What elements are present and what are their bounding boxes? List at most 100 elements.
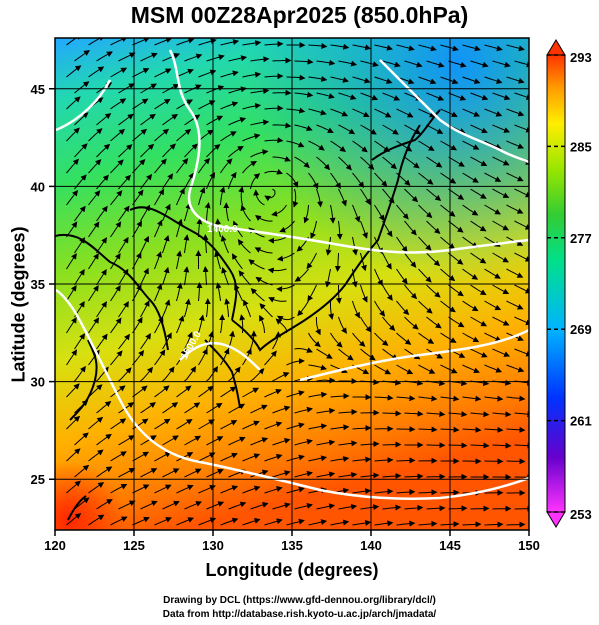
wind-streamline-arrow — [264, 421, 283, 430]
wind-streamline-arrow — [154, 517, 172, 526]
wind-streamline-arrow — [206, 436, 224, 446]
wind-streamline-arrow — [294, 438, 313, 446]
wind-streamline-arrow — [110, 221, 122, 238]
wind-streamline-arrow — [418, 236, 432, 251]
wind-streamline-arrow — [176, 68, 194, 78]
wind-streamline-arrow — [448, 442, 468, 449]
y-axis-ticks: 25 30 35 40 45 — [31, 82, 55, 487]
wind-streamline-arrow — [272, 331, 282, 350]
wind-streamline-arrow — [492, 348, 511, 357]
wind-streamline-arrow — [154, 385, 170, 398]
wind-streamline-arrow — [440, 140, 458, 151]
wind-streamline-arrow — [198, 186, 206, 206]
wind-streamline-arrow — [294, 502, 313, 510]
wind-streamline-arrow — [308, 43, 328, 49]
wind-streamline-arrow — [338, 503, 358, 510]
wind-streamline-arrow — [374, 488, 394, 495]
wind-streamline-arrow — [110, 451, 127, 462]
wind-streamline-arrow — [66, 383, 80, 398]
wind-streamline-arrow — [316, 124, 334, 133]
wind-streamline-arrow — [330, 108, 349, 117]
wind-streamline-arrow — [202, 266, 209, 286]
wind-streamline-arrow — [248, 259, 265, 270]
wind-streamline-arrow — [242, 40, 262, 47]
wind-streamline-arrow — [110, 385, 126, 398]
wind-streamline-arrow — [66, 127, 80, 142]
wind-streamline-arrow — [374, 300, 386, 317]
wind-streamline-arrow — [470, 156, 488, 166]
wind-streamline-arrow — [88, 159, 102, 174]
wind-streamline-arrow — [330, 140, 346, 153]
wind-streamline-arrow — [426, 473, 446, 480]
wind-streamline-arrow — [176, 129, 192, 142]
wind-streamline-arrow — [426, 252, 441, 267]
credit-data: Data from http://database.rish.kyoto-u.a… — [162, 609, 437, 620]
wind-streamline-arrow — [215, 282, 222, 302]
wind-streamline-arrow — [228, 117, 247, 126]
wind-streamline-arrow — [118, 435, 135, 446]
wind-streamline-arrow — [484, 300, 502, 311]
wind-streamline-arrow — [118, 301, 129, 318]
wind-streamline-arrow — [352, 425, 372, 432]
wind-streamline-arrow — [440, 364, 458, 374]
wind-streamline-arrow — [250, 287, 265, 302]
wind-streamline-arrow — [66, 316, 77, 334]
wind-streamline-arrow — [96, 268, 107, 286]
x-tick-label: 140 — [360, 538, 382, 553]
wind-streamline-arrow — [96, 333, 108, 350]
wind-streamline-arrow — [382, 316, 396, 332]
wind-streamline-arrow — [66, 480, 81, 494]
wind-streamline-arrow — [198, 485, 216, 494]
wind-streamline-arrow — [74, 268, 85, 286]
wind-streamline-arrow — [118, 236, 129, 254]
wind-streamline-arrow — [118, 500, 136, 510]
x-axis-label: Longitude (degrees) — [205, 560, 379, 580]
wind-streamline-arrow — [404, 124, 422, 135]
wind-streamline-arrow — [470, 252, 487, 264]
wind-streamline-arrow — [140, 366, 154, 382]
wind-streamline-arrow — [374, 364, 392, 375]
wind-streamline-arrow — [228, 55, 248, 62]
wind-streamline-arrow — [360, 472, 380, 479]
wind-streamline-arrow — [198, 100, 216, 110]
wind-streamline-arrow — [132, 98, 149, 110]
wind-streamline-arrow — [243, 299, 251, 318]
wind-streamline-arrow — [325, 236, 332, 256]
wind-streamline-arrow — [110, 190, 123, 206]
wind-streamline-arrow — [286, 74, 306, 81]
wind-streamline-arrow — [88, 285, 99, 302]
wind-streamline-arrow — [132, 516, 150, 526]
wind-streamline-arrow — [440, 44, 459, 52]
wind-streamline-arrow — [396, 332, 412, 345]
wind-streamline-arrow — [426, 60, 445, 68]
wind-streamline-arrow — [176, 38, 195, 46]
wind-streamline-arrow — [220, 386, 237, 398]
wind-streamline-arrow — [492, 316, 510, 326]
wind-streamline-arrow — [264, 188, 276, 202]
wind-streamline-arrow — [204, 298, 211, 318]
wind-streamline-arrow — [316, 377, 336, 384]
wind-streamline-arrow — [264, 518, 283, 526]
wind-streamline-arrow — [259, 314, 265, 334]
wind-streamline-arrow — [220, 452, 238, 462]
wind-streamline-arrow — [484, 521, 504, 528]
wind-streamline-arrow — [214, 218, 221, 238]
wind-streamline-arrow — [492, 92, 511, 101]
wind-streamline-arrow — [223, 202, 230, 222]
colorbar-top-triangle — [546, 39, 566, 56]
wind-streamline-arrow — [330, 43, 350, 50]
wind-streamline-arrow — [396, 520, 416, 527]
wind-streamline-arrow — [140, 500, 158, 510]
wind-streamline-arrow — [396, 140, 413, 152]
wind-streamline-arrow — [352, 519, 372, 526]
wind-streamline-arrow — [426, 284, 441, 298]
wind-streamline-arrow — [374, 332, 389, 346]
wind-streamline-arrow — [154, 451, 172, 462]
wind-streamline-arrow — [338, 156, 352, 171]
wind-streamline-arrow — [470, 411, 490, 418]
wind-streamline-arrow — [294, 91, 314, 98]
wind-streamline-arrow — [184, 114, 201, 126]
wind-streamline-arrow — [316, 471, 336, 478]
wind-streamline-arrow — [426, 220, 441, 234]
wind-streamline-arrow — [484, 76, 503, 84]
